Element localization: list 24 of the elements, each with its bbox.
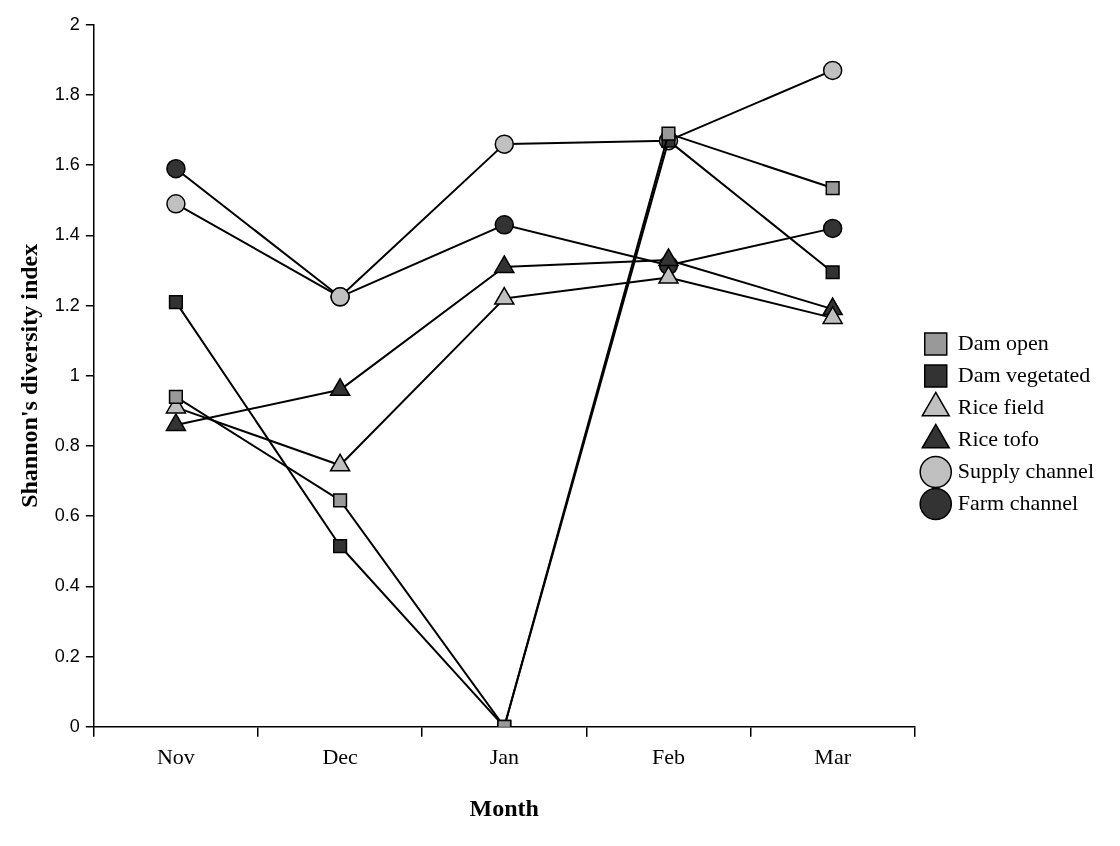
- y-tick-label: 1.6: [54, 154, 80, 175]
- y-tick-label: 0.6: [54, 505, 80, 526]
- x-tick-label: Dec: [322, 743, 359, 769]
- y-tick-label: 1.4: [54, 224, 80, 245]
- y-tick-label: 0.4: [54, 575, 80, 596]
- x-tick-label: Mar: [814, 743, 852, 769]
- y-tick-label: 2: [69, 13, 80, 34]
- y-tick-label: 0.8: [54, 434, 80, 455]
- x-axis-title: Month: [469, 794, 539, 821]
- legend-label: Dam open: [957, 329, 1049, 355]
- x-tick-label: Nov: [156, 743, 195, 769]
- x-tick-label: Jan: [489, 743, 519, 769]
- legend-label: Rice field: [957, 393, 1044, 419]
- y-tick-label: 1.2: [54, 294, 80, 315]
- y-tick-label: 0: [69, 715, 80, 736]
- legend-label: Supply channel: [957, 457, 1095, 483]
- legend-label: Dam vegetated: [957, 361, 1091, 387]
- legend-label: Rice tofo: [957, 425, 1040, 451]
- y-tick-label: 1.8: [54, 83, 80, 104]
- x-tick-label: Feb: [651, 743, 685, 769]
- legend-label: Farm channel: [957, 489, 1079, 515]
- y-tick-label: 0.2: [54, 645, 80, 666]
- y-tick-label: 1: [69, 364, 80, 385]
- y-axis-title: Shannon's diversity index: [15, 243, 42, 508]
